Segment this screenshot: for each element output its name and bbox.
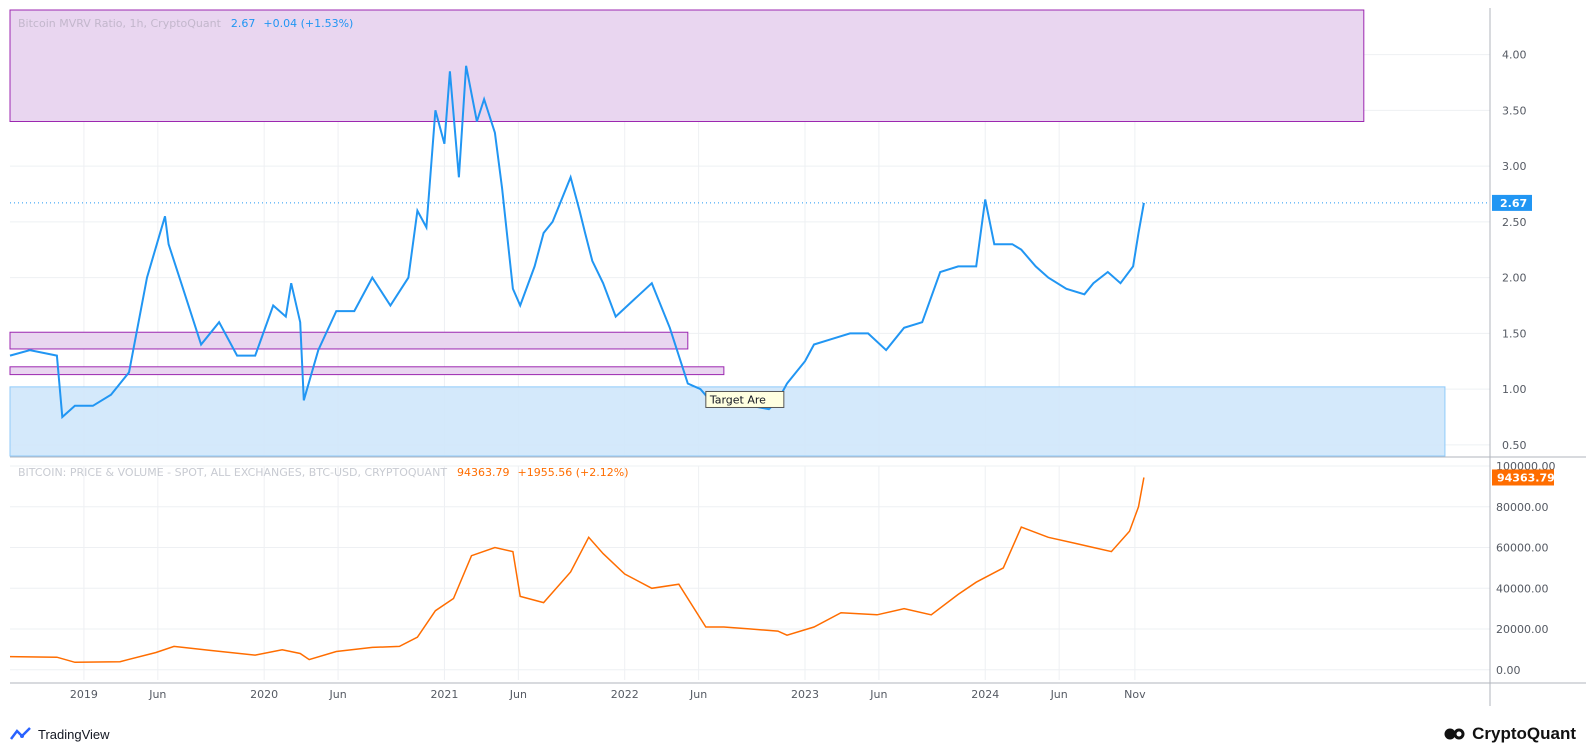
x-tick-label: 2020 (250, 688, 278, 701)
target-area-label: Target Are (709, 393, 766, 406)
y-tick-label-top: 3.00 (1502, 160, 1527, 173)
resistance-zone (9, 366, 725, 376)
cryptoquant-logo-icon (1444, 728, 1465, 740)
y-tick-label-top: 3.50 (1502, 104, 1527, 117)
y-tick-label-top: 1.50 (1502, 327, 1527, 340)
x-tick-label: 2022 (611, 688, 639, 701)
mvrv-series-line (9, 65, 1145, 420)
y-tick-label-top: 2.00 (1502, 272, 1527, 285)
resistance-zone (9, 9, 1365, 122)
x-tick-label: 2024 (971, 688, 999, 701)
top-panel-change: +0.04 (+1.53%) (263, 17, 353, 30)
y-tick-label-bottom: 0.00 (1496, 664, 1521, 677)
price-tags: 2.67 94363.79 (1492, 194, 1555, 486)
y-tick-label-bottom: 80000.00 (1496, 501, 1549, 514)
legend-top: Bitcoin MVRV Ratio, 1h, CryptoQuant 2.67… (18, 17, 353, 30)
tradingview-brand[interactable]: TradingView (10, 717, 110, 751)
zones-layer (9, 9, 1446, 457)
top-panel-title: Bitcoin MVRV Ratio, 1h, CryptoQuant (18, 17, 222, 30)
annotation-layer: Target Are (705, 390, 785, 408)
bottom-panel-value: 94363.79 (457, 466, 510, 479)
x-tick-label: Jun (1050, 688, 1068, 701)
x-tick-label: 2019 (70, 688, 98, 701)
x-tick-label: Jun (869, 688, 887, 701)
mvrv-price-tag: 2.67 (1500, 197, 1527, 210)
target-area-label-box (705, 390, 785, 408)
y-tick-label-top: 2.50 (1502, 216, 1527, 229)
y-tick-label-bottom: 20000.00 (1496, 623, 1549, 636)
legend-bottom: BITCOIN: PRICE & VOLUME - SPOT, ALL EXCH… (18, 466, 629, 479)
cryptoquant-label: CryptoQuant (1472, 724, 1576, 743)
resistance-zone (9, 331, 689, 350)
x-tick-label: Nov (1124, 688, 1146, 701)
x-tick-label: Jun (509, 688, 527, 701)
y-tick-label-bottom: 40000.00 (1496, 582, 1549, 595)
x-tick-label: Jun (328, 688, 346, 701)
top-panel-value: 2.67 (231, 17, 256, 30)
mvrv-price-tag-bg (1492, 194, 1532, 211)
x-tick-label: Jun (148, 688, 166, 701)
x-tick-label: Jun (689, 688, 707, 701)
bottom-panel-title: BITCOIN: PRICE & VOLUME - SPOT, ALL EXCH… (18, 466, 447, 479)
y-tick-label-top: 0.50 (1502, 439, 1527, 452)
tradingview-label: TradingView (38, 726, 110, 742)
y-tick-label-bottom: 60000.00 (1496, 542, 1549, 555)
btc-price-tag-bg (1492, 469, 1554, 486)
btc-price-series-line (9, 477, 1145, 664)
bottom-panel-change: +1955.56 (+2.12%) (518, 466, 629, 479)
y-tick-label-top: 1.00 (1502, 383, 1527, 396)
x-tick-label: 2023 (791, 688, 819, 701)
tradingview-logo-icon (10, 727, 31, 740)
cryptoquant-brand[interactable]: CryptoQuant (1444, 717, 1576, 751)
x-tick-label: 2021 (430, 688, 458, 701)
btc-price-tag: 94363.79 (1497, 471, 1555, 484)
y-tick-label-top: 4.00 (1502, 49, 1527, 62)
